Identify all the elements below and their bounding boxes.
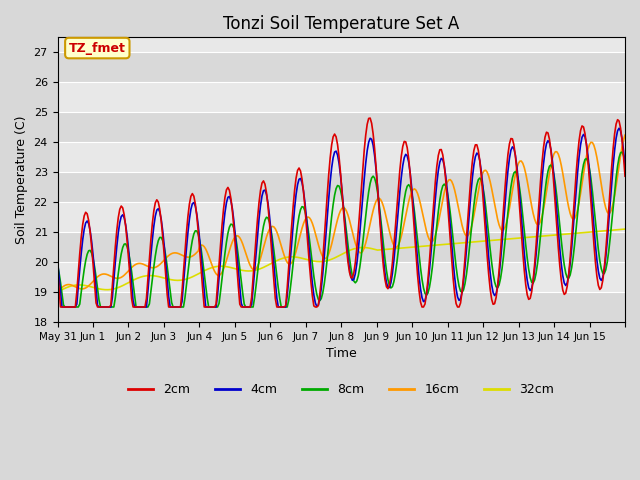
Bar (58, 232, 625, 262)
Title: Tonzi Soil Temperature Set A: Tonzi Soil Temperature Set A (223, 15, 460, 33)
Legend: 2cm, 4cm, 8cm, 16cm, 32cm: 2cm, 4cm, 8cm, 16cm, 32cm (124, 378, 559, 401)
Bar (58, 52, 625, 82)
Text: TZ_fmet: TZ_fmet (69, 42, 125, 55)
X-axis label: Time: Time (326, 347, 356, 360)
Y-axis label: Soil Temperature (C): Soil Temperature (C) (15, 115, 28, 244)
Bar (58, 172, 625, 202)
Bar (58, 112, 625, 142)
Bar (58, 292, 625, 322)
